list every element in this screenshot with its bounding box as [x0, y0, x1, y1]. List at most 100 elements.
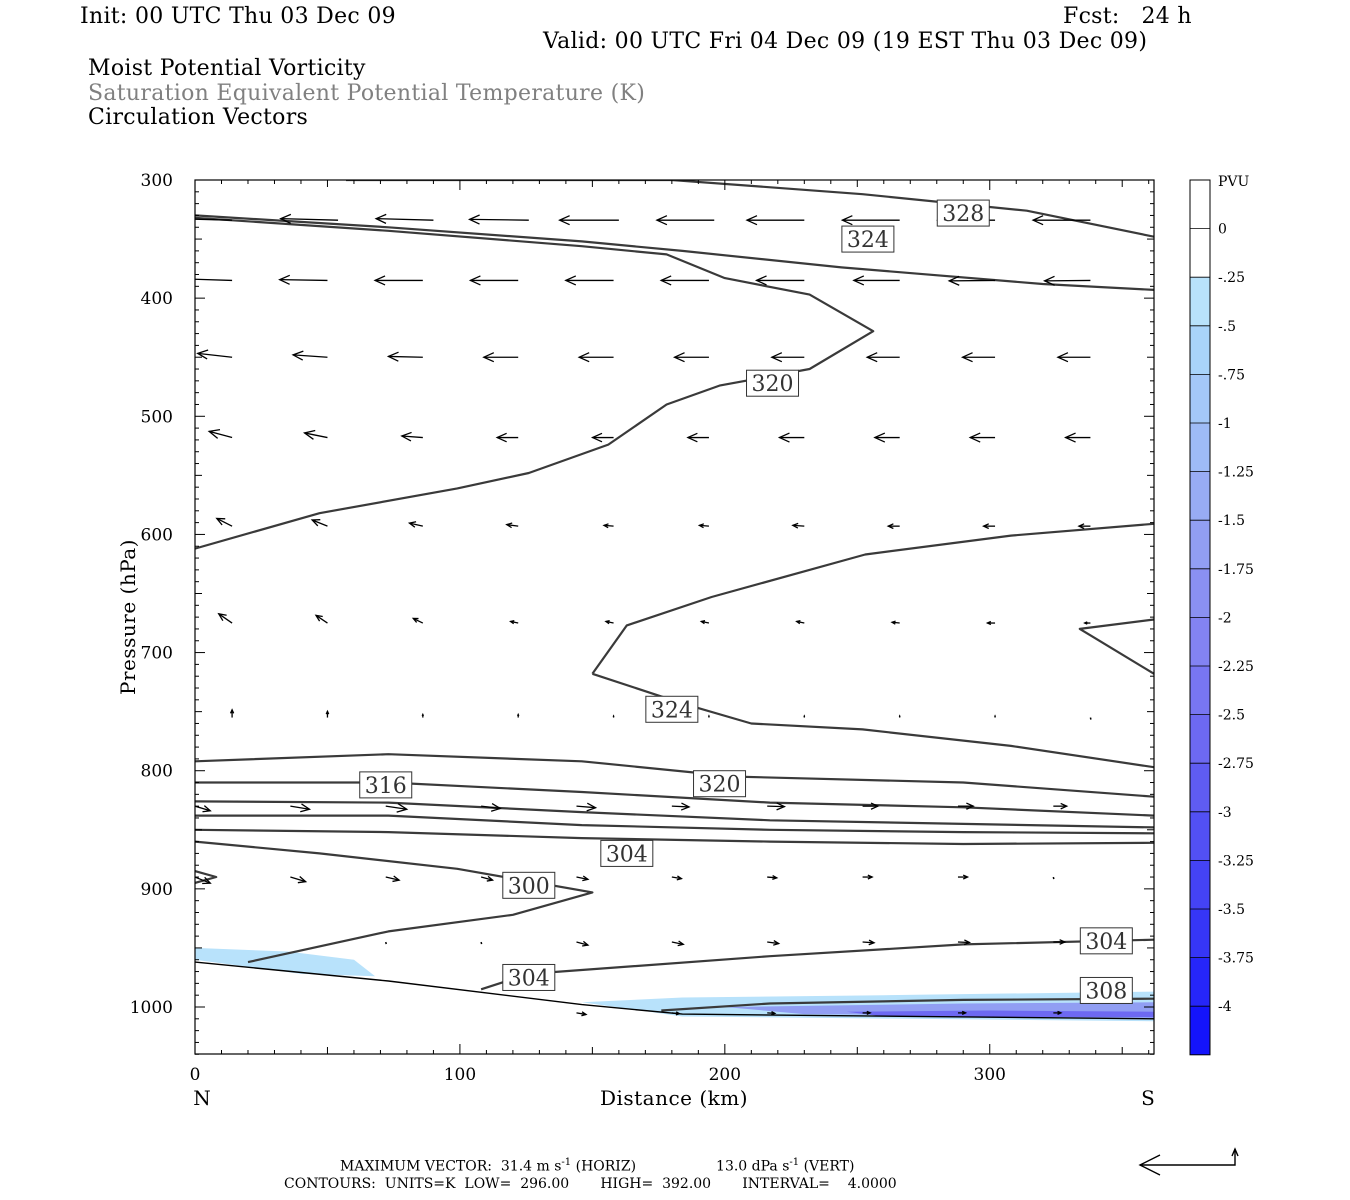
- vector-head: [866, 1010, 872, 1016]
- vector-head: [699, 620, 706, 625]
- colorbar-swatch: [1190, 860, 1210, 909]
- vector-shaft: [195, 218, 233, 221]
- vector-shaft: [197, 352, 233, 358]
- circulation-vector: [1053, 939, 1067, 945]
- vector-head: [586, 802, 598, 812]
- circulation-vector: [957, 874, 970, 880]
- circulation-vector: [840, 215, 900, 226]
- x-end-label-south: S: [1141, 1086, 1155, 1110]
- circulation-vector: [754, 275, 805, 286]
- vector-head: [1059, 939, 1067, 945]
- circulation-vector: [1031, 215, 1091, 226]
- pv-region-0: [195, 947, 376, 977]
- circulation-vector: [957, 1010, 968, 1016]
- field-title-vectors: Circulation Vectors: [88, 105, 309, 130]
- colorbar-label: -.75: [1218, 367, 1245, 383]
- vector-head: [411, 617, 419, 623]
- vert-label: (VERT): [799, 1158, 855, 1175]
- vector-head: [421, 712, 425, 717]
- vector-head: [1057, 1010, 1063, 1016]
- contour-label-text: 304: [508, 966, 550, 991]
- circulation-vector: [217, 612, 233, 624]
- vector-head: [898, 714, 901, 717]
- vector-head: [890, 620, 896, 625]
- circulation-vector: [708, 714, 710, 718]
- circulation-vector: [968, 432, 996, 443]
- horiz-exponent: -1: [561, 1157, 572, 1168]
- vector-head: [215, 517, 226, 526]
- vector-head: [400, 431, 412, 442]
- circulation-vector: [290, 803, 312, 813]
- circulation-vector: [671, 940, 685, 947]
- circulation-vector: [1056, 352, 1091, 363]
- vector-shaft: [576, 1012, 587, 1016]
- vector-shaft: [576, 805, 596, 809]
- colorbar-label: -2.25: [1218, 659, 1254, 675]
- vector-head: [791, 522, 799, 529]
- vector-head: [961, 1010, 968, 1016]
- circulation-vector: [325, 709, 330, 718]
- circulation-vector: [803, 714, 806, 718]
- circulation-vector: [686, 432, 709, 443]
- contour-label-box: [841, 225, 895, 253]
- contour-label: 304: [1079, 927, 1133, 955]
- vector-head: [467, 214, 480, 225]
- colorbar-label: -2.5: [1218, 708, 1245, 724]
- vector-shaft: [412, 617, 424, 624]
- forecast-hour-label: Fcst: 24 h: [1063, 4, 1192, 29]
- vector-shaft: [792, 524, 805, 527]
- contour-label-text: 300: [508, 874, 550, 899]
- circulation-vector: [290, 875, 308, 884]
- vector-head: [202, 805, 212, 813]
- circulation-vector: [862, 802, 880, 810]
- vector-head: [677, 940, 685, 947]
- circulation-vector: [873, 432, 900, 443]
- colorbar-label: -2: [1218, 610, 1232, 626]
- vector-head: [300, 803, 312, 813]
- vector-shaft: [280, 217, 339, 221]
- vector-shaft: [576, 876, 589, 880]
- vector-head: [217, 612, 227, 622]
- colorbar-label: -3.5: [1218, 902, 1245, 918]
- circulation-vector: [659, 275, 709, 286]
- theta-es-contour-3: [591, 522, 1154, 675]
- vector-head: [672, 352, 685, 363]
- contour-label: 328: [936, 199, 990, 227]
- circulation-vector: [576, 1011, 588, 1017]
- circulation-vector: [480, 941, 483, 945]
- circulation-vector: [564, 275, 614, 286]
- vector-head: [1056, 352, 1069, 363]
- circulation-vector: [385, 803, 409, 813]
- y-tick-label: 500: [141, 407, 173, 427]
- vector-head: [686, 432, 698, 443]
- circulation-vector: [576, 802, 598, 812]
- vector-head: [182, 275, 192, 284]
- contour-label-box: [502, 871, 556, 899]
- y-tick-label: 300: [141, 171, 173, 191]
- y-axis-title: Pressure (hPa): [116, 539, 140, 695]
- circulation-vector: [482, 352, 519, 363]
- colorbar-swatch: [1190, 471, 1210, 521]
- vector-shaft: [293, 354, 328, 358]
- vector-head: [314, 614, 323, 622]
- vector-head: [229, 708, 235, 714]
- vector-head: [509, 620, 515, 625]
- circulation-vector: [182, 275, 233, 284]
- vector-head: [386, 351, 399, 362]
- vector-head: [590, 432, 603, 443]
- theta-es-contour-13: [480, 938, 1154, 991]
- vector-shaft: [195, 876, 211, 884]
- plot-frame: [194, 179, 1155, 1055]
- circulation-vector: [612, 714, 615, 718]
- vector-head: [486, 875, 495, 882]
- contour-label-text: 324: [651, 698, 693, 723]
- circulation-vector: [957, 939, 972, 946]
- vector-shaft: [279, 279, 328, 282]
- circulation-vector: [672, 352, 709, 363]
- vector-head: [495, 432, 507, 443]
- circulation-vector: [480, 875, 495, 882]
- circulation-vector: [229, 708, 235, 718]
- vector-head: [175, 214, 185, 223]
- vector-head: [581, 1011, 588, 1017]
- circulation-vector: [278, 274, 328, 285]
